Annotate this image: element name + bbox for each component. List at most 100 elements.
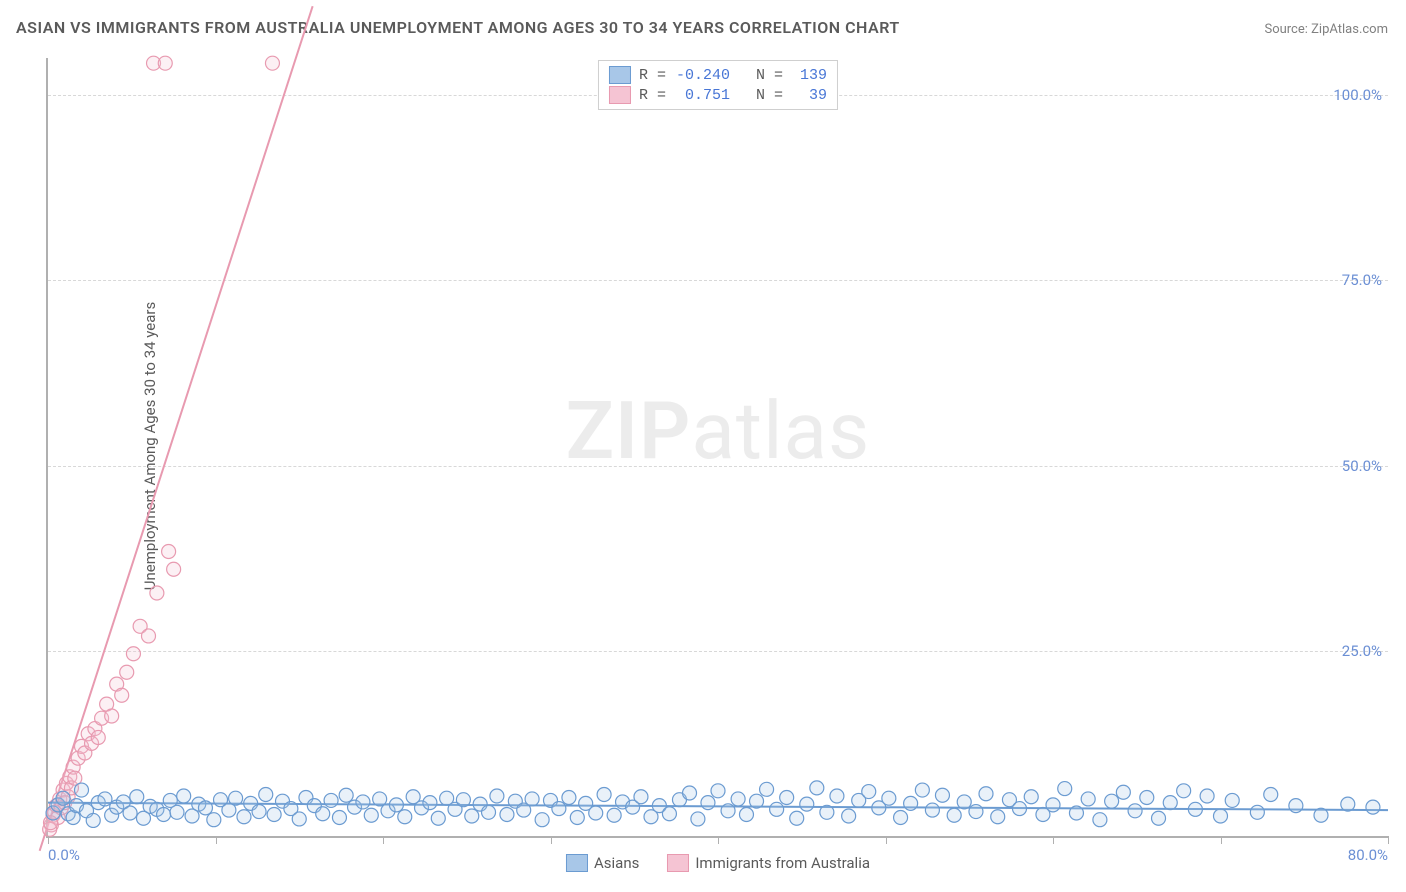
data-point	[691, 812, 705, 826]
data-point	[1116, 785, 1130, 799]
data-point	[339, 788, 353, 802]
x-tick	[718, 836, 719, 844]
data-point	[115, 688, 129, 702]
data-point	[925, 803, 939, 817]
data-point	[389, 798, 403, 812]
data-point	[830, 789, 844, 803]
data-point	[364, 808, 378, 822]
data-point	[552, 802, 566, 816]
data-point	[935, 788, 949, 802]
data-point	[904, 796, 918, 810]
data-point	[130, 790, 144, 804]
data-point	[947, 808, 961, 822]
data-point	[800, 797, 814, 811]
data-point	[1024, 790, 1038, 804]
data-point	[711, 784, 725, 798]
data-point	[292, 812, 306, 826]
x-tick	[1053, 836, 1054, 844]
data-point	[324, 793, 338, 807]
x-tick-label: 80.0%	[1348, 846, 1388, 864]
data-point	[525, 792, 539, 806]
data-point	[750, 794, 764, 808]
data-point	[150, 586, 164, 600]
data-point	[882, 791, 896, 805]
legend-item-asians: Asians	[566, 854, 639, 872]
data-point	[207, 813, 221, 827]
data-point	[120, 665, 134, 679]
data-point	[157, 808, 171, 822]
data-point	[820, 805, 834, 819]
data-point	[862, 785, 876, 799]
data-point	[1264, 788, 1278, 802]
data-point	[252, 805, 266, 819]
data-point	[56, 791, 70, 805]
data-point	[229, 791, 243, 805]
chart-source: Source: ZipAtlas.com	[1264, 22, 1388, 37]
x-tick	[383, 836, 384, 844]
data-point	[1081, 792, 1095, 806]
legend-label-asians: Asians	[594, 854, 639, 872]
data-point	[894, 810, 908, 824]
x-tick	[48, 836, 49, 844]
data-point	[1093, 813, 1107, 827]
data-point	[535, 813, 549, 827]
data-point	[1163, 796, 1177, 810]
data-point	[500, 808, 514, 822]
data-point	[86, 813, 100, 827]
data-point	[739, 808, 753, 822]
trend-line	[40, 6, 313, 851]
data-point	[662, 807, 676, 821]
x-tick	[886, 836, 887, 844]
data-point	[780, 790, 794, 804]
x-tick-label: 0.0%	[48, 846, 80, 864]
data-point	[562, 790, 576, 804]
data-point	[1046, 798, 1060, 812]
data-point	[770, 802, 784, 816]
data-point	[1366, 800, 1380, 814]
data-point	[1200, 789, 1214, 803]
data-point	[683, 786, 697, 800]
data-point	[423, 796, 437, 810]
plot-svg	[48, 58, 1388, 836]
data-point	[1225, 793, 1239, 807]
data-point	[969, 805, 983, 819]
data-point	[91, 730, 105, 744]
data-point	[1188, 802, 1202, 816]
data-point	[1069, 806, 1083, 820]
data-point	[570, 810, 584, 824]
data-point	[1152, 811, 1166, 825]
legend-label-immigrants: Immigrants from Australia	[695, 854, 870, 872]
data-point	[1214, 809, 1228, 823]
swatch-immigrants-bottom	[667, 854, 689, 872]
data-point	[398, 810, 412, 824]
data-point	[1289, 799, 1303, 813]
data-point	[267, 808, 281, 822]
data-point	[1314, 808, 1328, 822]
swatch-asians-bottom	[566, 854, 588, 872]
data-point	[842, 809, 856, 823]
data-point	[1105, 794, 1119, 808]
data-point	[957, 795, 971, 809]
data-point	[316, 807, 330, 821]
data-point	[123, 806, 137, 820]
data-point	[721, 804, 735, 818]
data-point	[760, 782, 774, 796]
data-point	[597, 788, 611, 802]
data-point	[1058, 782, 1072, 796]
data-point	[634, 790, 648, 804]
data-point	[979, 787, 993, 801]
plot-area: ZIPatlas 25.0%50.0%75.0%100.0% R = -0.24…	[46, 58, 1388, 838]
data-point	[198, 801, 212, 815]
data-point	[237, 810, 251, 824]
data-point	[126, 647, 140, 661]
data-point	[1177, 784, 1191, 798]
data-point	[456, 793, 470, 807]
data-point	[915, 783, 929, 797]
x-tick	[551, 836, 552, 844]
data-point	[790, 811, 804, 825]
series-legend: Asians Immigrants from Australia	[566, 854, 870, 872]
data-point	[607, 808, 621, 822]
data-point	[1140, 790, 1154, 804]
data-point	[170, 805, 184, 819]
x-tick	[216, 836, 217, 844]
